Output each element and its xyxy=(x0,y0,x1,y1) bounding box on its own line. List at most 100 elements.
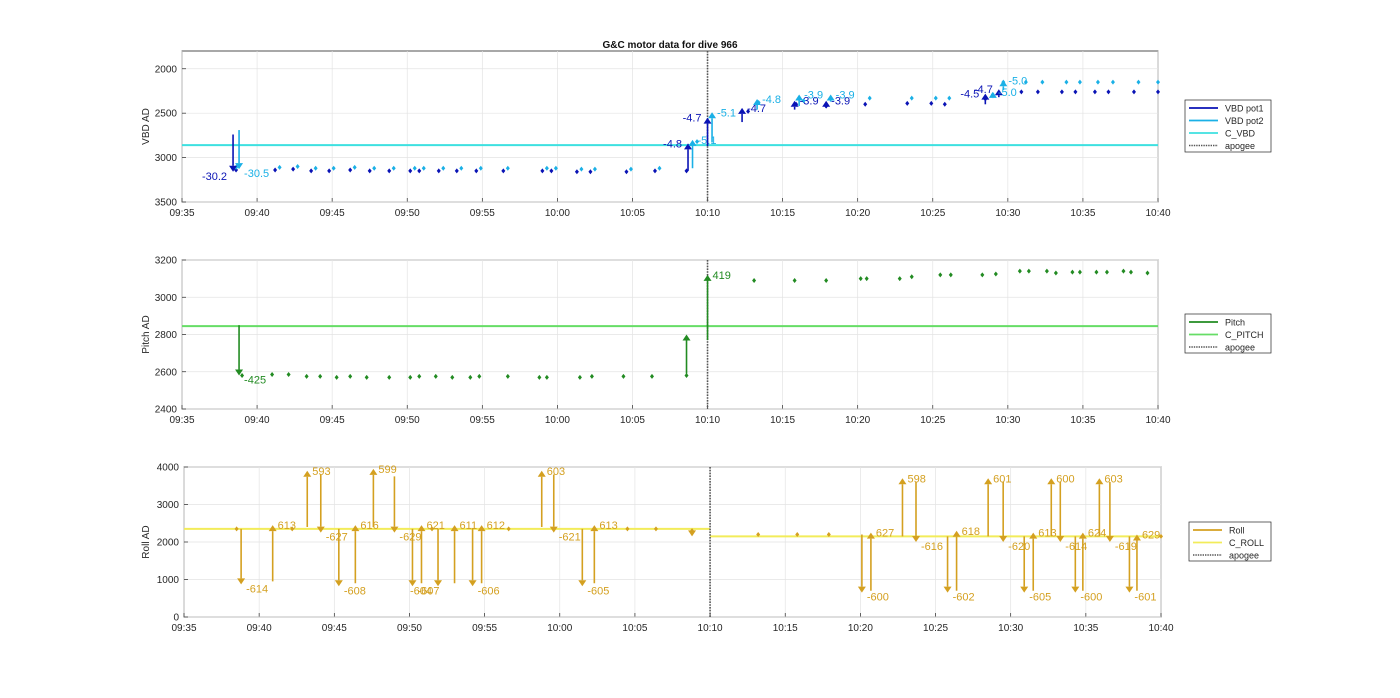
y-tick-label: 3000 xyxy=(155,293,178,304)
arrow-label: 603 xyxy=(1104,473,1122,485)
arrow-head xyxy=(943,586,952,593)
data-point xyxy=(933,95,938,101)
data-point xyxy=(824,277,829,283)
data-point xyxy=(501,168,506,174)
data-point xyxy=(1156,79,1160,85)
x-tick-label: 10:10 xyxy=(695,208,720,219)
data-point xyxy=(579,166,584,172)
arrow-label: -30.2 xyxy=(202,171,227,183)
arrow-head xyxy=(981,93,990,100)
data-point xyxy=(1077,269,1082,275)
arrow-label: -629 xyxy=(399,532,421,544)
x-tick-label: 09:35 xyxy=(171,623,196,634)
data-point xyxy=(234,526,239,532)
arrow-head xyxy=(334,580,343,587)
data-point xyxy=(290,526,295,532)
y-tick-label: 0 xyxy=(173,613,179,624)
x-tick-label: 09:45 xyxy=(320,415,345,426)
arrow-label: -600 xyxy=(867,592,889,604)
x-tick-label: 09:40 xyxy=(245,208,270,219)
data-point xyxy=(652,168,657,174)
data-point xyxy=(331,165,336,171)
legend-entry: apogee xyxy=(1225,343,1255,353)
arrow-head xyxy=(537,470,546,477)
x-tick-label: 09:40 xyxy=(247,623,272,634)
arrow-head xyxy=(434,580,443,587)
x-tick-label: 10:30 xyxy=(995,415,1020,426)
data-point xyxy=(752,277,757,283)
data-point xyxy=(549,168,554,174)
x-tick-label: 09:50 xyxy=(395,208,420,219)
data-point xyxy=(684,372,689,378)
arrow-label: 593 xyxy=(312,466,330,478)
data-point xyxy=(291,166,296,172)
arrow-label: 624 xyxy=(1088,528,1106,540)
y-tick-label: 3200 xyxy=(155,256,178,267)
data-point xyxy=(240,372,245,378)
x-tick-label: 09:40 xyxy=(245,415,270,426)
arrow-head xyxy=(999,80,1008,87)
x-tick-label: 09:55 xyxy=(470,415,495,426)
arrow-label: -619 xyxy=(1115,541,1137,553)
data-point xyxy=(1053,270,1058,276)
x-tick-label: 09:55 xyxy=(472,623,497,634)
x-tick-label: 10:20 xyxy=(845,208,870,219)
arrow-label: -4.8 xyxy=(762,94,781,106)
chart-panel-1: 09:35 09:40 09:45 09:50 09:55 10:00 10:05 10:10… xyxy=(141,50,1272,219)
arrow-label: -4.8 xyxy=(663,138,682,150)
arrow-head xyxy=(316,526,325,533)
data-point xyxy=(574,169,579,175)
data-point xyxy=(1064,79,1069,85)
data-point xyxy=(540,168,545,174)
data-point xyxy=(367,168,372,174)
arrow-label: 618 xyxy=(962,526,980,538)
data-point xyxy=(858,276,863,282)
arrow-head xyxy=(408,580,417,587)
data-point xyxy=(1095,79,1100,85)
chart-panel-2: 09:35 09:40 09:45 09:50 09:55 10:00 10:05 10:10… xyxy=(141,256,1272,426)
arrow-label: -5.1 xyxy=(717,107,736,119)
y-axis-label: Roll AD xyxy=(141,525,152,558)
arrow-head xyxy=(235,163,244,170)
arrow-head xyxy=(866,532,875,539)
data-point xyxy=(938,272,943,278)
y-axis-label: Pitch AD xyxy=(141,315,152,353)
arrow-label: 621 xyxy=(426,520,444,532)
x-tick-label: 09:45 xyxy=(322,623,347,634)
x-tick-label: 10:00 xyxy=(545,208,570,219)
arrow-label: -605 xyxy=(587,585,609,597)
arrow-label: 612 xyxy=(487,520,505,532)
arrow-label: -600 xyxy=(1080,592,1102,604)
data-point xyxy=(826,532,831,537)
arrow-label: -4.7 xyxy=(974,84,993,96)
arrow-head xyxy=(684,143,693,150)
data-point xyxy=(1159,533,1163,539)
data-point xyxy=(1040,79,1045,85)
y-tick-label: 2400 xyxy=(155,405,178,416)
chart-title: G&C motor data for dive 966 xyxy=(602,40,737,51)
legend-entry: C_ROLL xyxy=(1229,538,1264,548)
data-point xyxy=(304,373,309,379)
data-point xyxy=(433,373,438,379)
arrow-label: -5.0 xyxy=(998,87,1017,99)
data-point xyxy=(436,168,441,174)
data-point xyxy=(867,95,872,101)
arrow-label: -602 xyxy=(953,592,975,604)
x-tick-label: 09:35 xyxy=(169,415,194,426)
y-tick-label: 2000 xyxy=(155,64,178,75)
data-point xyxy=(746,108,751,114)
x-tick-label: 09:50 xyxy=(397,623,422,634)
x-tick-label: 10:35 xyxy=(1070,208,1095,219)
data-point xyxy=(649,373,654,379)
arrow-label: -620 xyxy=(1008,541,1030,553)
data-point xyxy=(372,165,377,171)
arrow-label: -425 xyxy=(244,374,266,386)
data-point xyxy=(592,166,597,172)
x-tick-label: 10:30 xyxy=(995,208,1020,219)
data-point xyxy=(1023,79,1028,85)
data-point xyxy=(477,373,482,379)
data-point xyxy=(1017,268,1022,274)
arrow-head xyxy=(1071,586,1080,593)
